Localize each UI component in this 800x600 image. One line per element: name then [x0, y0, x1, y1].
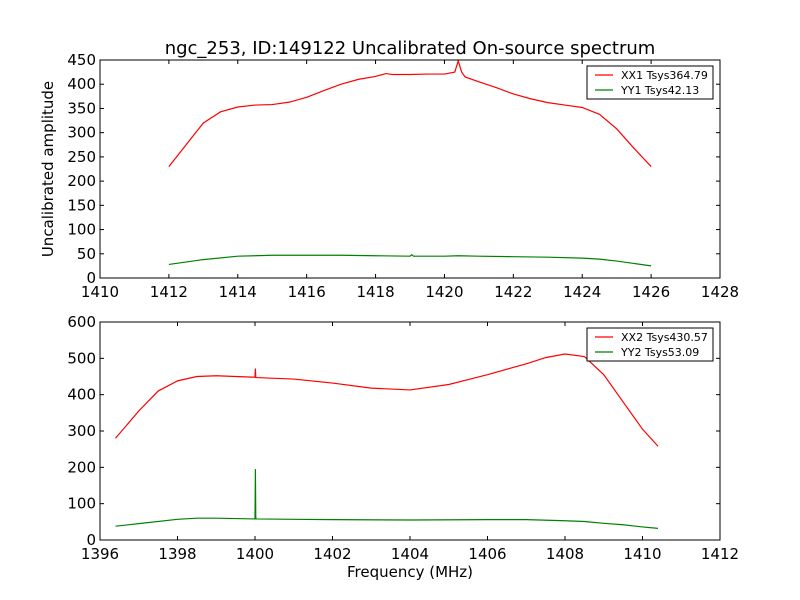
x-axis-label: Frequency (MHz)	[347, 563, 473, 581]
legend-label: XX2 Tsys430.57	[621, 331, 708, 344]
legend-label: YY1 Tsys42.13	[620, 84, 699, 97]
y-tick-label: 200	[67, 172, 96, 190]
legend-label: YY2 Tsys53.09	[620, 346, 699, 359]
x-tick-label: 1426	[632, 283, 670, 301]
x-tick-label: 1424	[563, 283, 601, 301]
legend-label: XX1 Tsys364.79	[621, 69, 708, 82]
x-tick-label: 1404	[391, 545, 429, 563]
y-tick-label: 100	[67, 495, 96, 513]
subplot-1: 1410 1412 1414 1416 1418 1420 1422 1424 1426 1428…	[39, 38, 739, 301]
chart-title: ngc_253, ID:149122 Uncalibrated On-sourc…	[165, 38, 656, 59]
y-tick-label: 500	[67, 349, 96, 367]
y-tick-label: 150	[67, 196, 96, 214]
y-tick-label: 0	[86, 531, 96, 549]
x-tick-label: 1410	[81, 283, 119, 301]
x-tick-label: 1412	[701, 545, 739, 563]
series-line-XX2	[115, 353, 659, 447]
y-tick-label: 100	[67, 221, 96, 239]
legend-box	[586, 327, 714, 362]
y-tick-label: 450	[67, 51, 96, 69]
y-tick-label: 400	[67, 75, 96, 93]
y-axis-label: Uncalibrated amplitude	[39, 81, 57, 257]
x-tick-label: 1410	[623, 545, 661, 563]
y-tick-label: 400	[67, 386, 96, 404]
y-tick-label: 350	[67, 99, 96, 117]
x-tick-label: 1418	[356, 283, 394, 301]
series-line-XX1	[168, 58, 652, 167]
legend-box	[586, 65, 714, 100]
x-tick-label: 1416	[288, 283, 326, 301]
subplot-2: 1396 1398 1400 1402 1404 1406 1408 1410 1412 0 100…	[67, 313, 739, 581]
x-tick-label: 1408	[546, 545, 584, 563]
y-tick-label: 0	[86, 269, 96, 287]
axes-frame	[99, 59, 721, 279]
x-tick-label: 1428	[701, 283, 739, 301]
x-tick-label: 1396	[81, 545, 119, 563]
x-tick-label: 1402	[313, 545, 351, 563]
y-tick-label: 300	[67, 422, 96, 440]
y-tick-label: 50	[77, 245, 96, 263]
legend: XX1 Tsys364.79 YY1 Tsys42.13	[586, 65, 714, 100]
x-tick-label: 1406	[468, 545, 506, 563]
y-tick-label: 200	[67, 458, 96, 476]
y-tick-label: 300	[67, 124, 96, 142]
x-tick-label: 1422	[494, 283, 532, 301]
x-tick-label: 1400	[236, 545, 274, 563]
y-tick-label: 600	[67, 313, 96, 331]
x-tick-label: 1420	[425, 283, 463, 301]
legend: XX2 Tsys430.57 YY2 Tsys53.09	[586, 327, 714, 362]
series-line-YY1	[168, 253, 652, 267]
x-tick-label: 1414	[219, 283, 257, 301]
x-tick-label: 1398	[158, 545, 196, 563]
x-tick-label: 1412	[150, 283, 188, 301]
y-tick-label: 250	[67, 148, 96, 166]
series-line-YY2	[115, 469, 659, 529]
